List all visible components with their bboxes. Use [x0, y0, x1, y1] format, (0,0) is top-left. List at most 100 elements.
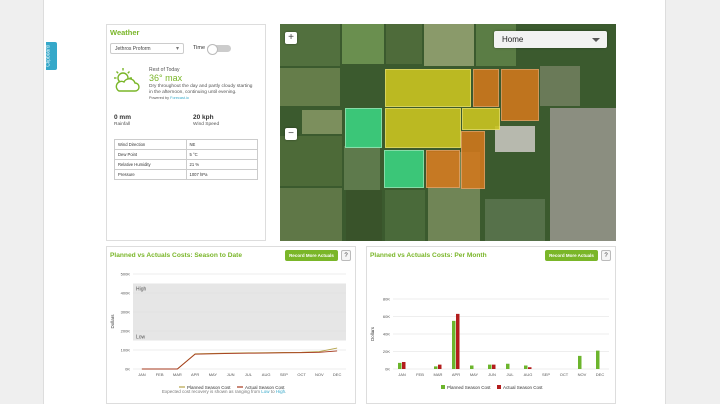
band-low-label: Low [136, 335, 146, 341]
season-chart-title: Planned vs Actuals Costs: Season to Date [110, 252, 243, 259]
x-tick-label: DEC [596, 372, 605, 377]
legend-swatch [441, 385, 445, 389]
record-actuals-button-season[interactable]: Record More Actuals [285, 250, 338, 261]
y-tick-label: 300K [121, 310, 131, 315]
clipboard-tab[interactable]: Clipboard [46, 42, 57, 70]
x-tick-label: AUG [262, 372, 271, 377]
home-dropdown[interactable]: Home [494, 31, 607, 48]
x-tick-label: OCT [560, 372, 569, 377]
powered-by-prefix: Powered by [149, 96, 170, 100]
time-label: Time [193, 45, 206, 51]
bar-planned [578, 355, 582, 369]
table-row: Dew Point 5 °C [114, 149, 258, 160]
x-tick-label: MAR [434, 372, 443, 377]
bar-planned [506, 363, 510, 369]
legend-label: Planned Season Cost [187, 385, 231, 390]
y-tick-label: 20K [383, 349, 390, 354]
temperature-max: 36° max [149, 73, 183, 83]
legend-label: Actual Season Cost [503, 385, 543, 390]
x-tick-label: JUN [227, 372, 235, 377]
legend-label: Planned Season Cost [447, 385, 491, 390]
rainfall-label: Rainfall [114, 122, 130, 127]
y-tick-label: 80K [383, 297, 390, 302]
monthly-help-button[interactable]: ? [601, 250, 611, 261]
weather-panel [106, 24, 266, 241]
bar-planned [434, 366, 438, 369]
weather-details-table: Wind Direction NE Dew Point 5 °C Relative … [114, 139, 258, 180]
x-tick-label: MAY [209, 372, 218, 377]
cost-recovery-note: Expected cost recovery is shown as rangi… [162, 389, 287, 394]
bar-actual [528, 367, 532, 369]
y-axis-label: Dollars [110, 314, 115, 329]
bar-planned [452, 320, 456, 369]
x-tick-label: JUL [506, 372, 514, 377]
clipboard-tab-label: Clipboard [45, 45, 52, 67]
x-tick-label: NOV [315, 372, 324, 377]
y-tick-label: 60K [383, 314, 390, 319]
y-tick-label: 400K [121, 291, 131, 296]
monthly-chart-title: Planned vs Actuals Costs: Per Month [370, 252, 487, 259]
bar-actual [492, 364, 496, 369]
y-tick-label: 0K [385, 367, 390, 372]
x-tick-label: FEB [416, 372, 424, 377]
season-line-chart: High Low 500K 400K 300K 200K 100K 0K Dollars JAN F… [110, 272, 346, 390]
zoom-in-button[interactable]: + [285, 32, 297, 44]
x-tick-label: NOV [578, 372, 587, 377]
location-select[interactable]: Jethros Proform [110, 43, 184, 54]
series-line-planned [141, 347, 338, 370]
powered-by: Powered by Forecast.io [149, 96, 189, 100]
wind-speed-label: Wind Speed [193, 122, 220, 127]
table-row: Relative Humidity 21 % [114, 159, 258, 170]
bar-planned [596, 350, 600, 369]
x-tick-label: DEC [333, 372, 342, 377]
band-high-label: High [136, 287, 147, 293]
legend-label: Actual Season Cost [245, 385, 285, 390]
y-tick-label: 100K [121, 348, 131, 353]
table-row: Wind Direction NE [114, 139, 258, 150]
y-tick-label: 40K [383, 332, 390, 337]
table-row: Pressure 1007 hPa [114, 169, 258, 180]
zoom-out-button[interactable]: − [285, 128, 297, 140]
bar-planned [398, 362, 402, 369]
time-toggle[interactable] [207, 44, 231, 55]
bar-actual [438, 364, 442, 369]
y-tick-label: 200K [121, 329, 131, 334]
season-help-button[interactable]: ? [341, 250, 351, 261]
forecast-description-1: Dry throughout the day and partly cloudy… [149, 84, 253, 89]
x-tick-label: FEB [156, 372, 164, 377]
legend-swatch [497, 385, 501, 389]
x-tick-label: MAR [173, 372, 182, 377]
weather-title: Weather [110, 28, 140, 37]
x-tick-label: JAN [398, 372, 406, 377]
forecast-period: Rest of Today [149, 67, 180, 73]
bar-actual [402, 362, 406, 369]
monthly-bar-chart: 80K 60K 40K 20K 0K Dollars JAN FEB MAR APR MAY JUN J… [370, 297, 609, 390]
y-tick-label: 0K [125, 367, 130, 372]
x-tick-label: APR [452, 372, 460, 377]
record-actuals-button-monthly[interactable]: Record More Actuals [545, 250, 598, 261]
x-tick-label: JUN [488, 372, 496, 377]
x-tick-label: APR [191, 372, 199, 377]
bar-actual [456, 313, 460, 369]
x-tick-label: SEP [280, 372, 288, 377]
x-tick-label: JUL [245, 372, 253, 377]
x-tick-label: JAN [138, 372, 146, 377]
rainfall-value: 0 mm [114, 114, 131, 121]
forecast-description-2: in the afternoon, continuing until eveni… [149, 90, 237, 95]
bar-planned [488, 364, 492, 369]
farm-map[interactable] [280, 24, 616, 241]
partly-cloudy-icon [114, 68, 140, 92]
y-axis-label: Dollars [370, 326, 375, 341]
bar-planned [524, 365, 528, 369]
wind-speed-value: 20 kph [193, 114, 214, 121]
bar-planned [470, 365, 474, 369]
monthly-cost-panel [366, 246, 616, 404]
x-tick-label: SEP [542, 372, 550, 377]
x-tick-label: OCT [297, 372, 306, 377]
y-tick-label: 500K [121, 272, 131, 277]
series-line-actual [141, 350, 338, 370]
powered-by-link[interactable]: Forecast.io [170, 96, 189, 100]
x-tick-label: MAY [470, 372, 479, 377]
x-tick-label: AUG [524, 372, 533, 377]
